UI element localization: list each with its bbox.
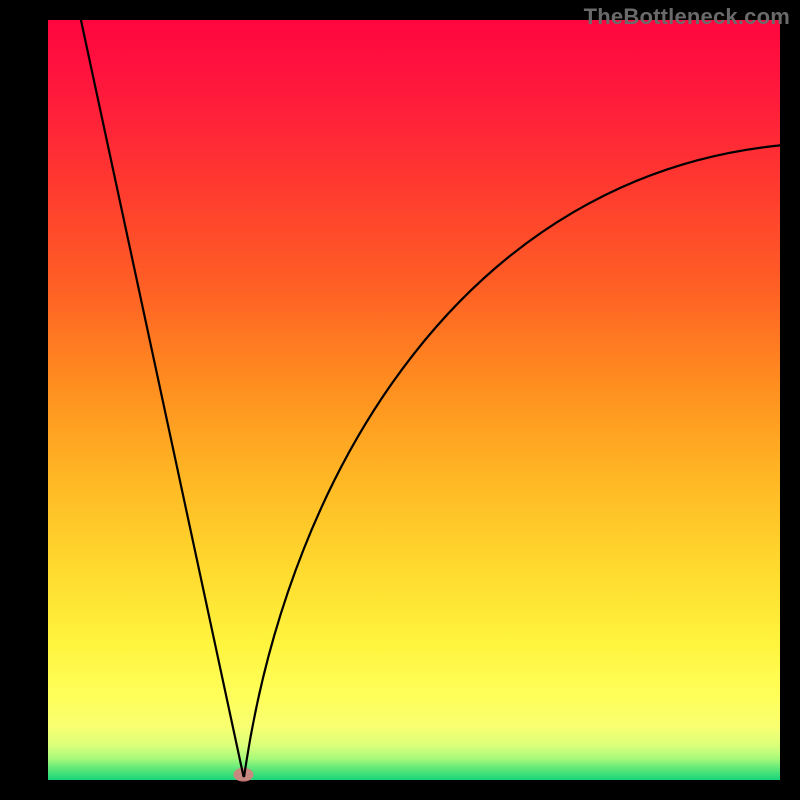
bottleneck-chart xyxy=(0,0,800,800)
chart-stage: TheBottleneck.com xyxy=(0,0,800,800)
plot-area xyxy=(48,20,780,780)
watermark: TheBottleneck.com xyxy=(584,4,790,30)
